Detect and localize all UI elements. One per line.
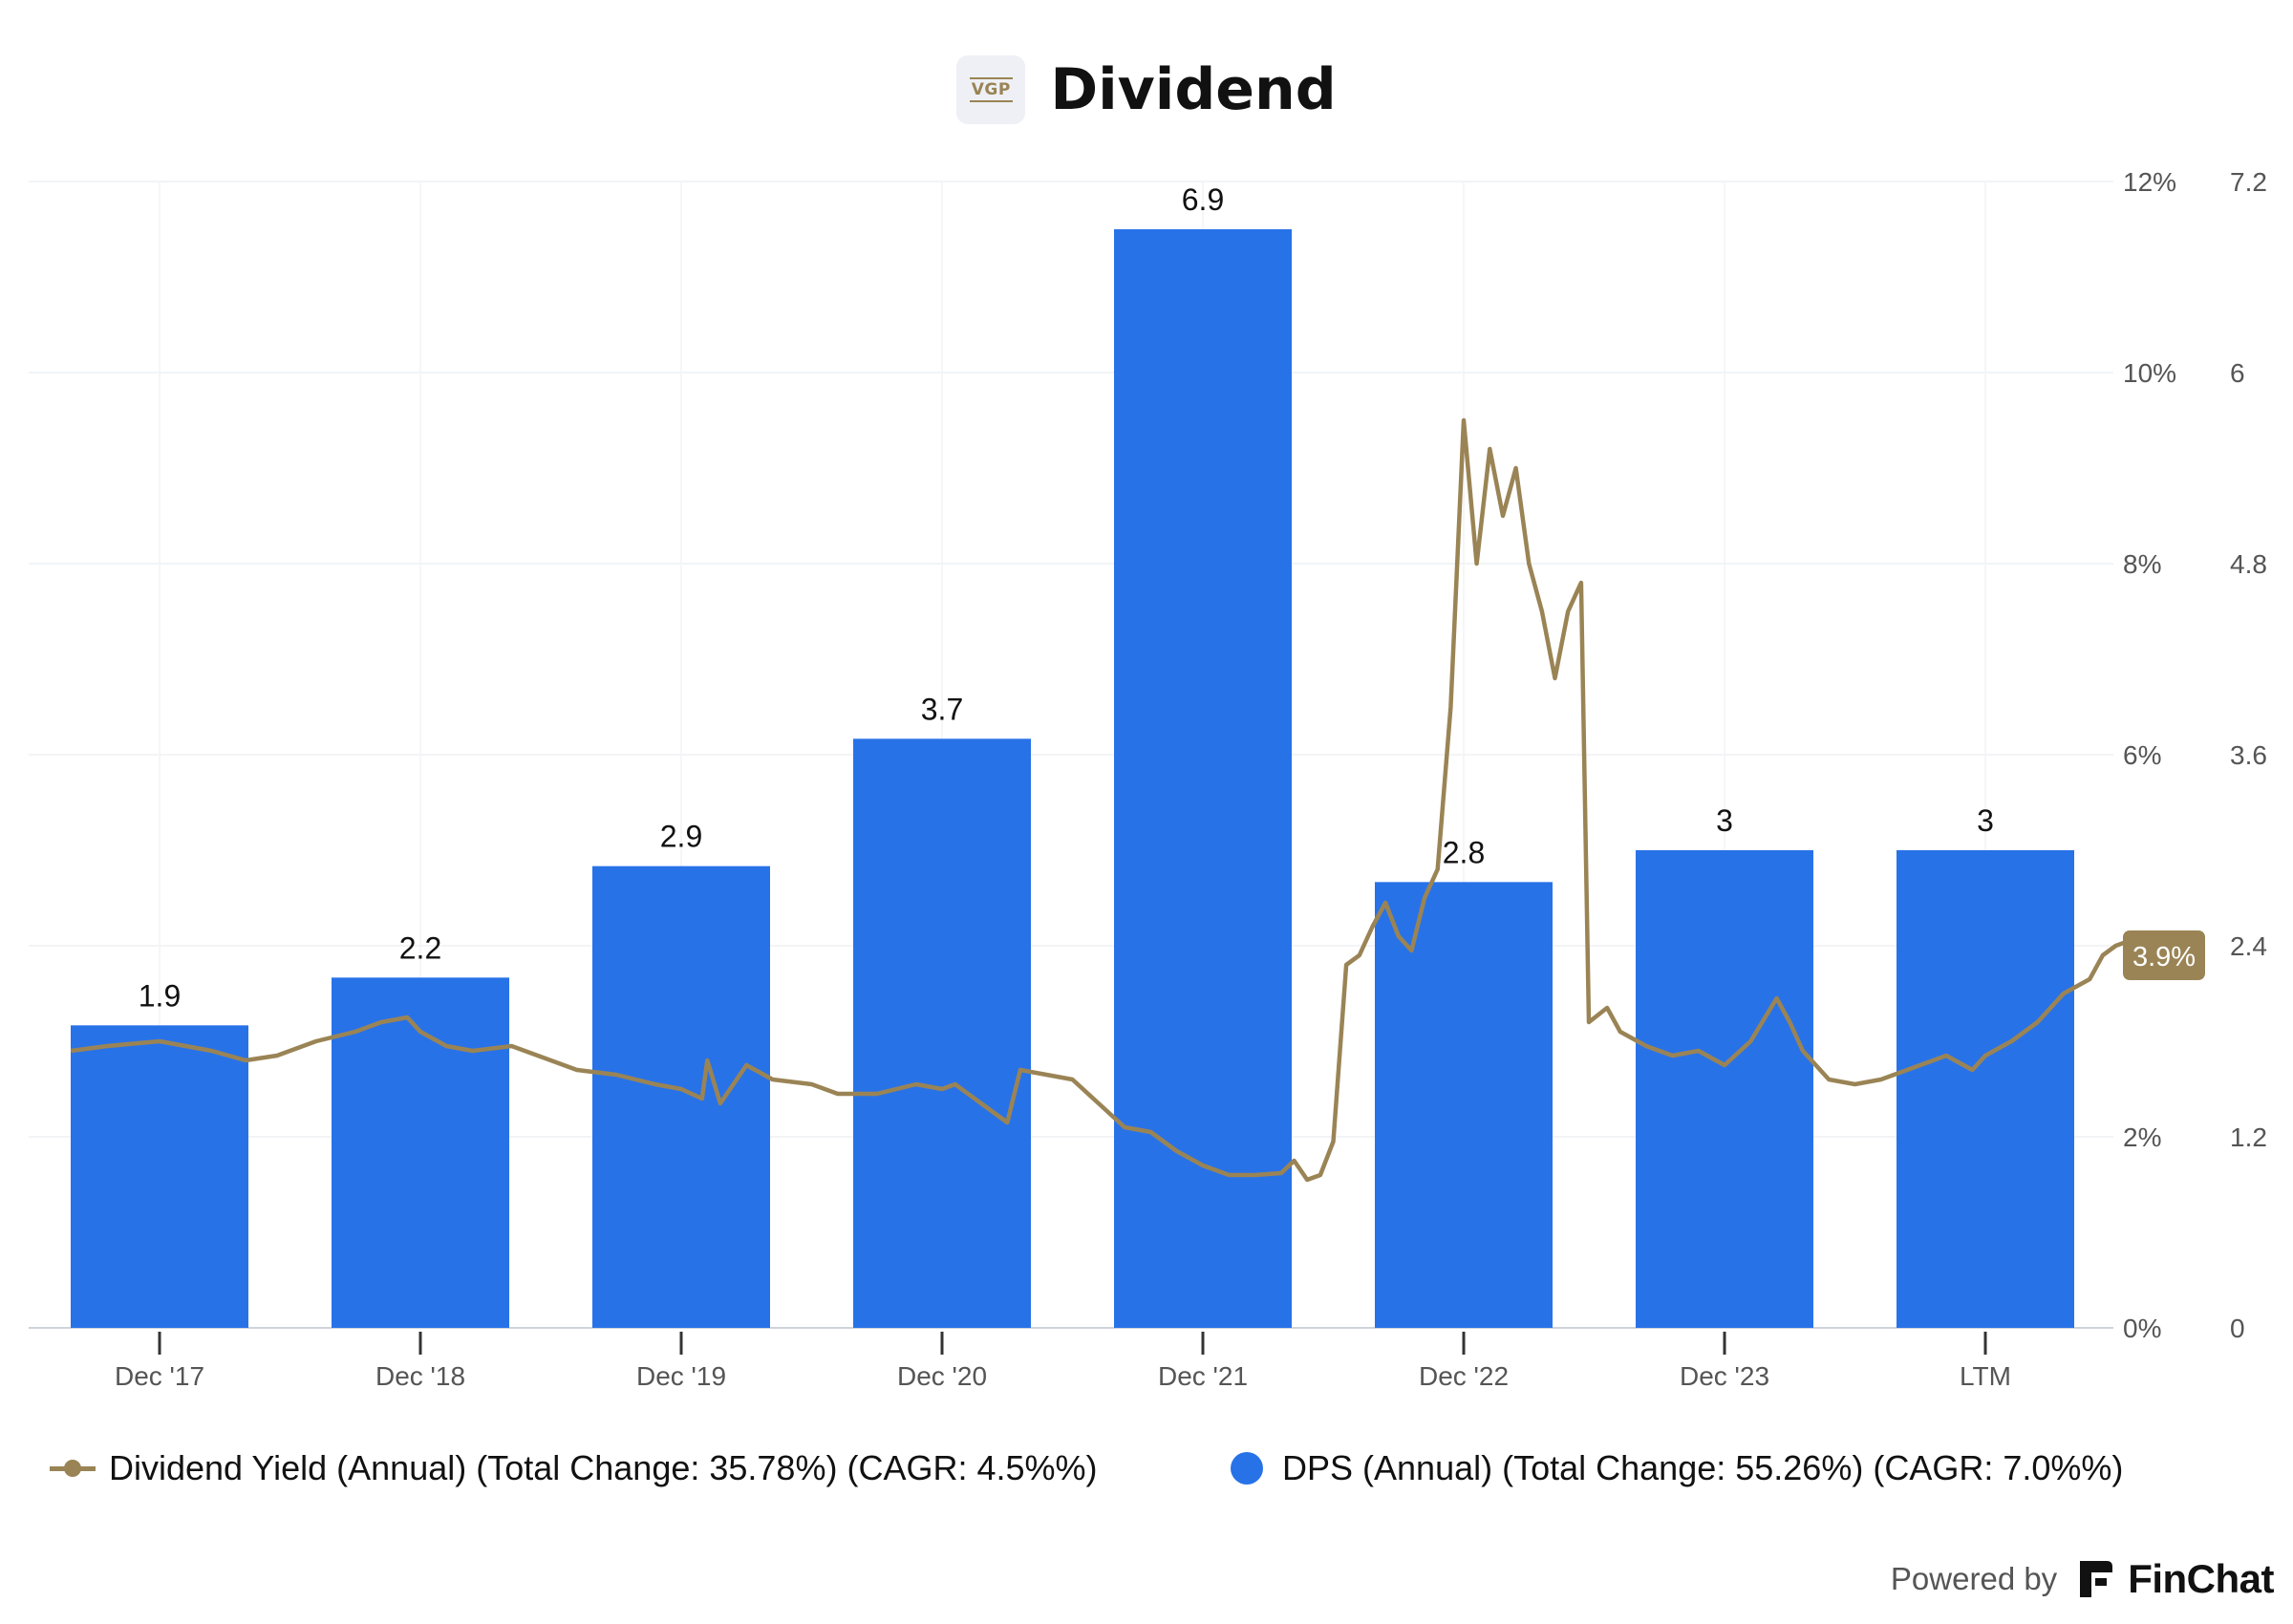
dps-bar-label: 3.7 [921, 692, 963, 726]
yield-axis-tick-label: 8% [2123, 549, 2161, 579]
dps-bar [71, 1025, 248, 1328]
x-tick-label: Dec '17 [115, 1361, 204, 1391]
dps-axis-tick-label: 1.2 [2230, 1122, 2267, 1152]
yield-axis-tick-label: 6% [2123, 740, 2161, 770]
x-tick-label: Dec '21 [1158, 1361, 1248, 1391]
yield-axis-tick-label: 10% [2123, 358, 2176, 388]
dps-bar-labels: 1.9 2.2 2.9 3.7 6.9 2.8 3 3 [139, 182, 1994, 1013]
logo-text: VGP [969, 77, 1013, 102]
yield-axis-tick-label: 0% [2123, 1314, 2161, 1343]
finchat-logo-icon [2080, 1561, 2113, 1597]
dps-axis-tick-label: 3.6 [2230, 740, 2267, 770]
x-tick-label: Dec '18 [375, 1361, 465, 1391]
x-tick-label: Dec '23 [1680, 1361, 1769, 1391]
yield-last-value-box [2123, 930, 2205, 980]
dps-bars [71, 229, 2074, 1328]
finchat-brand: FinChat [2128, 1556, 2274, 1601]
dps-bar [1114, 229, 1292, 1328]
powered-by-footer: Powered by FinChat [1854, 1555, 2275, 1603]
x-tick-label: LTM [1960, 1361, 2011, 1391]
chart-title: Dividend [1050, 56, 1337, 123]
x-tick-label: Dec '20 [897, 1361, 987, 1391]
legend-item-dps[interactable]: DPS (Annual) (Total Change: 55.26%) (CAG… [1231, 1444, 2123, 1492]
dps-axis-tick-label: 7.2 [2230, 167, 2267, 197]
dps-bar [592, 865, 770, 1328]
x-tick-label: Dec '22 [1419, 1361, 1509, 1391]
legend-label-dps: DPS (Annual) (Total Change: 55.26%) (CAG… [1282, 1448, 2124, 1487]
dps-bar-label: 6.9 [1182, 182, 1224, 217]
powered-by-text: Powered by [1890, 1561, 2058, 1596]
dps-bar [1636, 850, 1813, 1328]
chart-header: VGP Dividend [0, 50, 2293, 130]
yield-last-value-badge: 3.9% [2123, 930, 2205, 980]
dps-bar-label: 1.9 [139, 978, 181, 1013]
dps-bar-label: 2.2 [399, 930, 441, 965]
y-axes: 0%2%4%6%8%10%12%01.22.43.64.867.2 [2123, 167, 2267, 1343]
vgp-logo-icon: VGP [956, 55, 1026, 124]
dps-bar-label: 3 [1716, 803, 1733, 838]
dps-bar [1375, 882, 1553, 1328]
dps-axis-tick-label: 2.4 [2230, 931, 2267, 961]
dps-bar [853, 738, 1031, 1328]
dps-axis-tick-label: 0 [2230, 1314, 2245, 1343]
dps-bar-label: 3 [1977, 803, 1994, 838]
dividend-yield-line [70, 417, 2144, 1183]
dps-bar [1897, 850, 2074, 1328]
legend-item-dividend-yield[interactable]: Dividend Yield (Annual) (Total Change: 3… [50, 1444, 1098, 1492]
dps-axis-tick-label: 6 [2230, 358, 2245, 388]
x-tick-label: Dec '19 [636, 1361, 726, 1391]
x-axis: Dec '17 Dec '18 Dec '19 Dec '20 Dec '21 Dec '… [115, 1332, 2011, 1391]
line-marker-icon [50, 1459, 96, 1477]
yield-axis-tick-label: 2% [2123, 1122, 2161, 1152]
legend-label-dividend-yield: Dividend Yield (Annual) (Total Change: 3… [109, 1448, 1098, 1487]
dps-axis-tick-label: 4.8 [2230, 549, 2267, 579]
dps-bar [332, 977, 509, 1328]
chart-legend: Dividend Yield (Annual) (Total Change: 3… [0, 1444, 2293, 1492]
dot-marker-icon [1231, 1452, 1263, 1485]
yield-axis-tick-label: 12% [2123, 167, 2176, 197]
yield-last-value-label: 3.9% [2132, 942, 2196, 972]
dps-bar-label: 2.8 [1443, 835, 1485, 869]
dps-bar-label: 2.9 [660, 820, 702, 854]
